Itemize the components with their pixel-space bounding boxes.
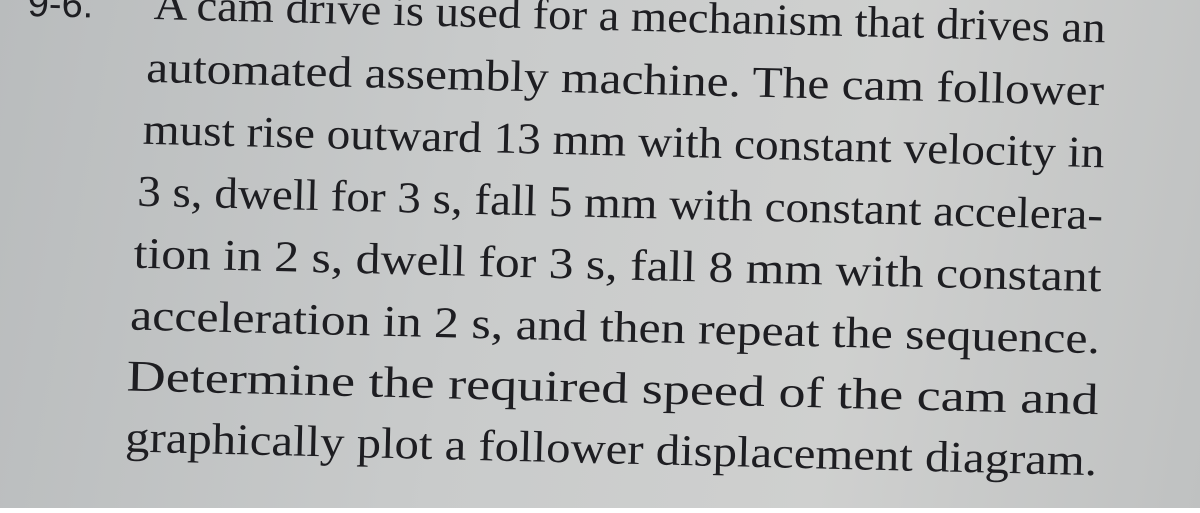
text-line: must rise outward 13 mm with constant ve… <box>142 105 1105 177</box>
text-line: Determine the required speed of the cam … <box>126 351 1099 424</box>
text-line: tion in 2 s, dwell for 3 s, fall 8 mm wi… <box>133 229 1102 302</box>
text-line: 3 s, dwell for 3 s, fall 5 mm with const… <box>137 167 1104 240</box>
problem-number: 9-6. <box>27 0 93 27</box>
text-line: A cam drive is used for a mechanism that… <box>153 0 1106 52</box>
text-line: automated assembly machine. The cam foll… <box>146 43 1105 115</box>
text-line: acceleration in 2 s, and then repeat the… <box>130 291 1101 364</box>
problem-text: 9-6. A cam drive is used for a mechanism… <box>27 0 1106 485</box>
text-line: graphically plot a follower displacement… <box>125 412 1098 485</box>
